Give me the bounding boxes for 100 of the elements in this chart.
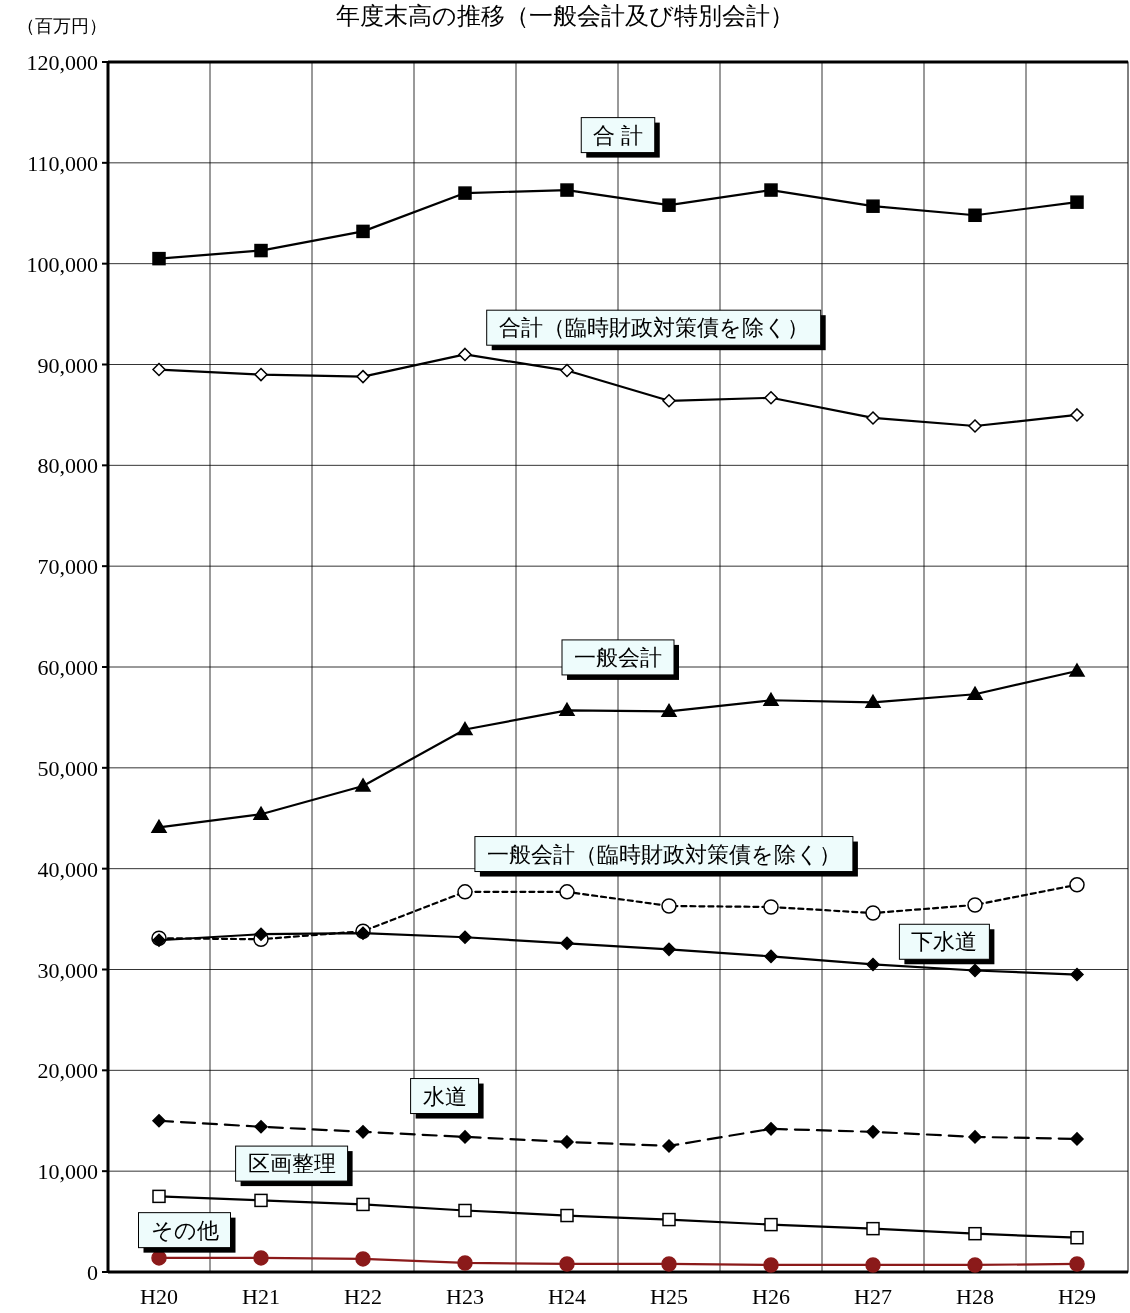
y-tick-label: 20,000 — [37, 1058, 98, 1084]
point — [1070, 408, 1084, 422]
point — [356, 369, 370, 384]
point — [152, 1189, 166, 1204]
series-label: 一般会計 — [574, 644, 662, 670]
y-tick-label: 10,000 — [37, 1159, 98, 1185]
x-tick-label: H23 — [446, 1284, 484, 1309]
point — [1070, 967, 1084, 982]
point — [356, 1197, 370, 1212]
y-tick-label: 0 — [87, 1260, 98, 1285]
point — [967, 897, 983, 913]
y-tick-label: 90,000 — [37, 352, 98, 378]
y-tick-label: 80,000 — [37, 453, 98, 479]
point — [1069, 877, 1085, 893]
point — [967, 1257, 983, 1273]
x-tick-label: H29 — [1058, 1284, 1096, 1309]
y-axis-title: （百万円） — [17, 16, 107, 36]
point — [560, 1208, 574, 1223]
point — [763, 899, 779, 915]
point — [152, 251, 166, 266]
y-tick-label: 60,000 — [37, 655, 98, 680]
chart-title: 年度末高の推移（一般会計及び特別会計） — [336, 3, 794, 29]
x-tick-label: H26 — [752, 1284, 790, 1309]
y-tick-label: 40,000 — [37, 856, 98, 882]
point — [559, 1256, 575, 1272]
point — [254, 243, 268, 258]
point — [661, 1256, 677, 1272]
point — [763, 692, 779, 707]
point — [253, 1250, 269, 1266]
point — [254, 367, 268, 382]
y-tick-label: 70,000 — [37, 554, 98, 580]
point — [152, 362, 166, 377]
point — [560, 183, 574, 197]
point — [968, 419, 982, 433]
point — [254, 1120, 268, 1134]
point — [457, 1255, 473, 1271]
series-label: 区画整理 — [247, 1151, 336, 1177]
x-tick-label: H25 — [650, 1284, 688, 1309]
point — [458, 1203, 472, 1218]
point — [254, 927, 268, 941]
point — [662, 198, 676, 212]
point — [764, 1217, 778, 1232]
y-tick-label: 50,000 — [37, 755, 98, 781]
point — [866, 411, 880, 425]
series-label: 合計（臨時財政対策債を除く） — [498, 315, 809, 341]
y-tick-label: 120,000 — [26, 50, 98, 75]
point — [763, 1257, 779, 1273]
point — [355, 778, 371, 792]
point — [560, 936, 574, 951]
point — [968, 963, 982, 978]
point — [866, 957, 880, 972]
x-tick-label: H21 — [242, 1284, 280, 1309]
point — [457, 721, 473, 736]
point — [1069, 1256, 1085, 1272]
point — [458, 930, 472, 944]
point — [560, 363, 574, 378]
point — [764, 183, 778, 197]
point — [764, 391, 778, 405]
point — [1069, 663, 1085, 677]
point — [1070, 195, 1084, 209]
series-label: 下水道 — [911, 929, 978, 955]
point — [254, 1193, 268, 1208]
x-tick-label: H20 — [140, 1284, 178, 1309]
point — [1070, 1132, 1084, 1146]
x-tick-label: H28 — [956, 1284, 994, 1309]
y-tick-label: 110,000 — [27, 150, 98, 176]
point — [764, 949, 778, 964]
point — [662, 394, 676, 408]
point — [866, 1125, 880, 1139]
point — [968, 208, 982, 223]
point — [865, 905, 881, 921]
y-tick-label: 100,000 — [26, 251, 98, 277]
point — [662, 1139, 676, 1153]
x-tick-label: H22 — [344, 1284, 382, 1309]
point — [457, 884, 473, 900]
x-tick-label: H27 — [854, 1284, 892, 1309]
point — [458, 1130, 472, 1144]
point — [661, 703, 677, 718]
point — [559, 702, 575, 717]
point — [356, 224, 370, 239]
point — [662, 1212, 676, 1227]
point — [764, 1122, 778, 1136]
point — [151, 819, 167, 834]
point — [458, 347, 472, 362]
x-tick-label: H24 — [548, 1284, 586, 1309]
series-label: 水道 — [422, 1083, 467, 1109]
point — [866, 199, 880, 213]
point — [866, 1221, 880, 1236]
point — [356, 1125, 370, 1139]
point — [355, 1251, 371, 1267]
point — [968, 1130, 982, 1144]
point — [661, 898, 677, 914]
series-label: 合 計 — [593, 122, 643, 148]
point — [152, 1114, 166, 1128]
point — [253, 806, 269, 820]
point — [560, 1135, 574, 1149]
point — [865, 694, 881, 709]
point — [662, 942, 676, 957]
y-tick-label: 30,000 — [37, 957, 98, 983]
series-label: 一般会計（臨時財政対策債を除く） — [486, 841, 841, 867]
